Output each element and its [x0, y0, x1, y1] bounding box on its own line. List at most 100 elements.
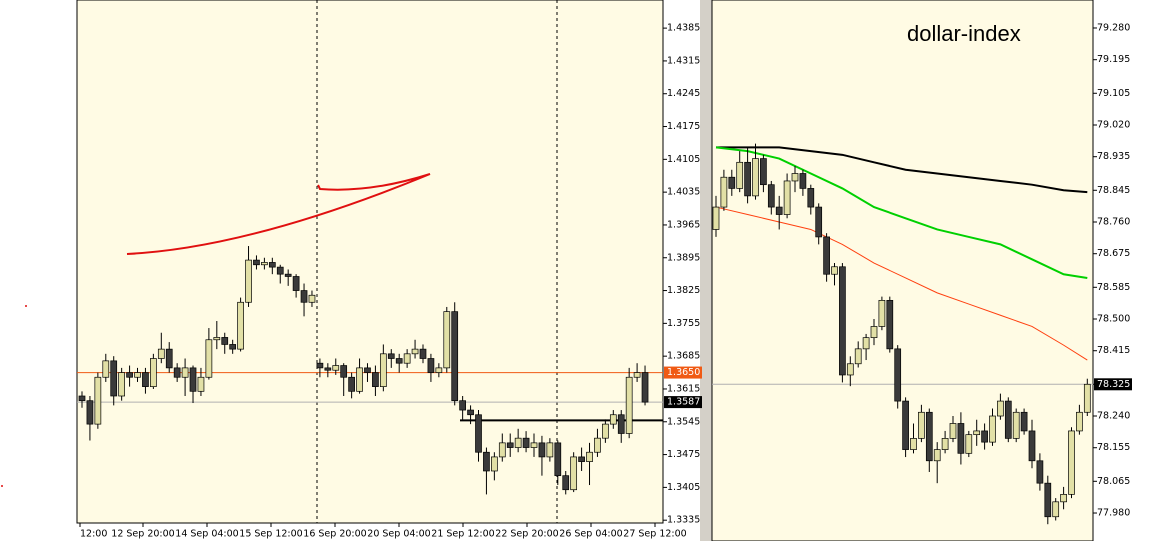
y-tick-label: 79.105: [1097, 88, 1130, 99]
candle-body: [799, 173, 807, 189]
stray-dot: [1, 485, 3, 487]
candle-body: [546, 442, 554, 458]
candle-body: [862, 337, 870, 350]
y-tick-label: 79.280: [1097, 22, 1130, 33]
y-tick-label: 1.3895: [667, 252, 700, 263]
candle-body: [316, 362, 324, 369]
candle-body: [752, 158, 759, 197]
candle-body: [356, 367, 363, 392]
y-tick-label: 78.500: [1097, 314, 1130, 325]
candle-body: [419, 348, 427, 359]
candle-body: [989, 415, 996, 443]
y-tick-label: 78.585: [1097, 282, 1130, 293]
candle-body: [625, 376, 633, 434]
price-label-box: [664, 366, 702, 379]
candle-body: [364, 367, 371, 373]
x-tick-label: 16 Sep 20:00: [303, 529, 366, 540]
x-tick-label: 26 Sep 04:00: [559, 529, 622, 540]
candle-body: [221, 337, 229, 345]
x-tick-label: 27 Sep 12:00: [623, 529, 686, 540]
y-tick-label: 78.935: [1097, 151, 1130, 162]
candle-body: [157, 348, 165, 359]
candle-body: [925, 411, 933, 462]
candle-body: [451, 311, 459, 402]
candle-body: [760, 158, 767, 186]
candle-body: [284, 273, 292, 277]
y-tick-label: 1.3615: [667, 383, 700, 394]
candle-body: [578, 456, 585, 462]
left-plot: [76, 0, 664, 524]
y-tick-label: 1.3755: [667, 318, 700, 329]
y-tick-label: 78.760: [1097, 216, 1130, 227]
candle-body: [427, 358, 435, 373]
candle-body: [514, 437, 522, 448]
candle-body: [617, 414, 625, 434]
candle-body: [332, 365, 340, 371]
candle-body: [142, 372, 149, 387]
candle-body: [1020, 411, 1028, 432]
candle-body: [981, 430, 988, 443]
candle-body: [205, 339, 213, 378]
y-tick-label: 79.020: [1097, 119, 1130, 130]
y-tick-label: 1.3335: [667, 515, 700, 526]
price-label: 1.3650: [667, 367, 700, 378]
candle-body: [609, 414, 617, 425]
candle-body: [933, 449, 941, 462]
candle-body: [1068, 430, 1075, 495]
candle-body: [807, 188, 815, 208]
candle-body: [261, 262, 268, 266]
candle-body: [475, 414, 482, 453]
candle-body: [483, 451, 490, 472]
candle-body: [554, 442, 562, 477]
candle-body: [403, 353, 411, 364]
candle-body: [340, 365, 348, 378]
candle-body: [522, 437, 530, 448]
candle-body: [86, 400, 94, 425]
candle-body: [720, 176, 728, 208]
candle-body: [118, 372, 126, 397]
candle-body: [815, 206, 823, 238]
candle-body: [712, 206, 720, 230]
candle-body: [189, 367, 197, 392]
candle-body: [823, 236, 830, 275]
candle-body: [973, 430, 981, 436]
candle-body: [633, 372, 641, 378]
candle-body: [435, 367, 443, 373]
price-label: 78.325: [1097, 379, 1130, 390]
candle-body: [181, 367, 189, 378]
candle-body: [783, 180, 791, 215]
candle-body: [894, 348, 902, 402]
candle-body: [110, 360, 118, 397]
candle-body: [237, 301, 244, 350]
x-tick-label: 12:00: [80, 529, 107, 540]
price-label-box: [664, 396, 702, 409]
y-tick-label: 79.195: [1097, 54, 1130, 65]
candle-body: [348, 376, 355, 392]
candle-body: [379, 353, 387, 387]
y-tick-label: 1.4035: [667, 187, 700, 198]
y-tick-label: 1.4315: [667, 55, 700, 66]
candle-body: [300, 290, 308, 303]
candle-body: [459, 400, 466, 411]
y-tick-label: 78.240: [1097, 411, 1130, 422]
candle-body: [744, 161, 751, 197]
candle-body: [775, 206, 783, 215]
chart-title: dollar-index: [907, 21, 1021, 46]
candle-body: [1052, 501, 1060, 518]
y-tick-label: 1.4385: [667, 23, 700, 34]
candle-body: [910, 438, 917, 450]
candle-body: [878, 299, 886, 327]
x-tick-label: 22 Sep 20:00: [495, 529, 558, 540]
y-tick-label: 77.980: [1097, 508, 1130, 519]
candle-body: [443, 311, 451, 369]
price-label: 1.3587: [667, 397, 700, 408]
candle-body: [791, 173, 799, 182]
candle-body: [736, 161, 744, 189]
candle-body: [229, 344, 237, 350]
candle-body: [1044, 482, 1052, 518]
candle-body: [292, 276, 300, 291]
x-tick-label: 21 Sep 12:00: [431, 529, 494, 540]
x-tick-label: 14 Sep 04:00: [175, 529, 238, 540]
candle-body: [126, 372, 133, 378]
y-tick-label: 1.3685: [667, 351, 700, 362]
